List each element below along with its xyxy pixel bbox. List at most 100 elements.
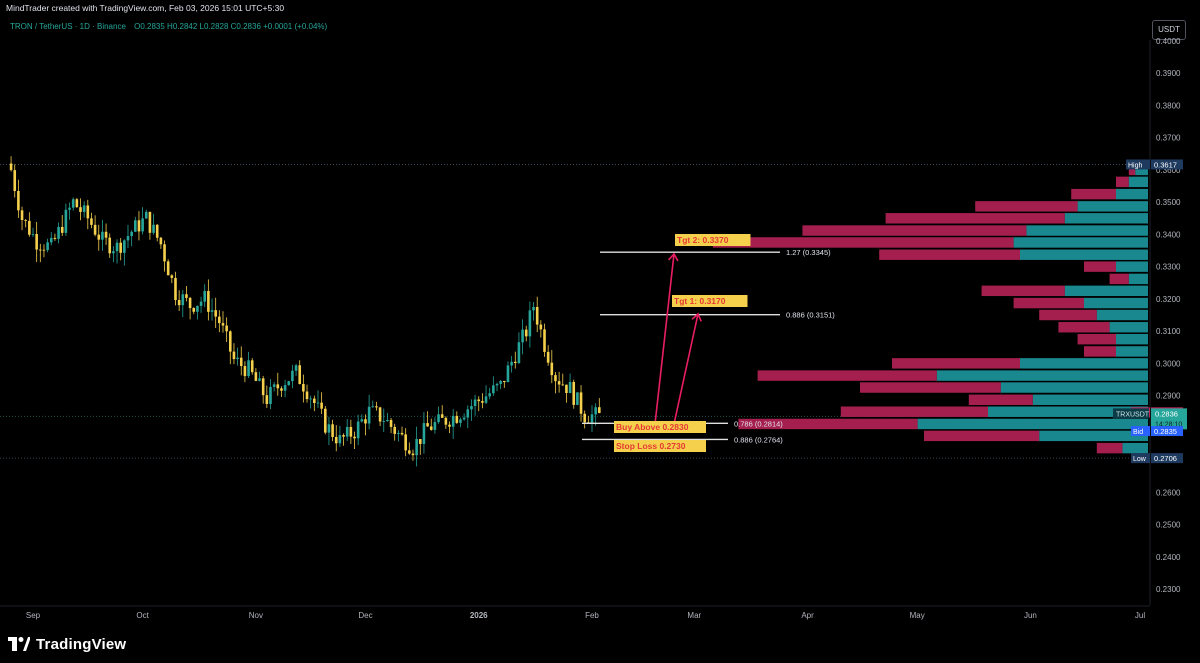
vp-down-bar — [924, 430, 1040, 442]
currency-button[interactable]: USDT — [1152, 20, 1186, 40]
vp-down-bar — [738, 418, 918, 430]
time-axis-tick: 2026 — [470, 611, 488, 620]
target-2-arrow — [654, 253, 675, 425]
top-bar: MindTrader created with TradingView.com,… — [0, 0, 1200, 18]
candle-body — [349, 426, 353, 437]
chart-credit: MindTrader created with TradingView.com,… — [6, 3, 285, 13]
price-mark-tag: High — [1128, 162, 1143, 169]
tradingview-logo[interactable]: TradingView — [8, 634, 126, 654]
candle-body — [254, 372, 258, 381]
candle-body — [90, 218, 93, 225]
tradingview-logo-text: TradingView — [36, 635, 127, 653]
vp-down-bar — [712, 237, 1014, 248]
candle-body — [258, 378, 261, 381]
candle-body — [57, 226, 60, 239]
candle-body — [451, 415, 455, 427]
ohlc-values: O0.2835 H0.2842 L0.2828 C0.2836 +0.0001 … — [134, 22, 328, 31]
candle-body — [513, 361, 517, 364]
price-mark-tag-bg — [1131, 453, 1150, 464]
price-mark-countdown: 14:28:10 — [1155, 421, 1182, 428]
candle-body — [521, 329, 524, 343]
candle-body — [554, 375, 557, 382]
candle-body — [291, 370, 294, 382]
candle-body — [49, 237, 53, 243]
candle-body — [353, 436, 356, 439]
candle-body — [152, 224, 155, 233]
time-axis-tick: Dec — [358, 611, 372, 620]
candle-body — [323, 408, 327, 433]
candle-body — [243, 366, 247, 377]
candle-body — [338, 435, 342, 444]
symbol-legend[interactable]: TRON / TetherUS · 1D · Binance O0.2835 H… — [10, 22, 327, 31]
candle-body — [134, 220, 137, 232]
candle-body — [272, 384, 276, 387]
vp-down-bar — [840, 406, 988, 417]
price-axis-tick: 0.3600 — [1156, 166, 1181, 175]
vp-up-bar — [1032, 394, 1148, 405]
price-mark-value: 0.2835 — [1154, 427, 1177, 436]
candle-body — [79, 207, 82, 212]
candle-body — [477, 399, 481, 402]
vp-down-bar — [802, 225, 1027, 236]
vp-up-bar — [917, 418, 1148, 430]
price-mark-value: 0.2706 — [1154, 454, 1177, 463]
candle-body — [68, 207, 71, 210]
price-mark-value-bg — [1151, 426, 1183, 437]
candle-body — [546, 351, 550, 363]
price-axis-tick: 0.2500 — [1156, 521, 1181, 530]
price-axis-tick: 0.3700 — [1156, 134, 1181, 143]
trade-label-box — [675, 234, 751, 246]
candle-body — [598, 407, 601, 414]
candle-body — [86, 205, 90, 219]
candle-body — [214, 310, 217, 317]
candle-body — [17, 191, 20, 211]
candle-body — [484, 396, 488, 403]
candle-body — [181, 294, 185, 306]
candle-body — [108, 237, 112, 254]
target-2-arrow-head — [668, 252, 679, 262]
candle-body — [389, 419, 393, 427]
candle-body — [305, 391, 309, 400]
price-mark-value-bg — [1151, 408, 1187, 430]
candle-body — [232, 351, 236, 360]
price-axis-tick: 0.2900 — [1156, 392, 1181, 401]
time-axis-tick: Apr — [801, 611, 814, 620]
candle-body — [418, 439, 422, 444]
price-axis-tick: 0.4000 — [1156, 37, 1181, 46]
price-mark-value: 0.2836 — [1155, 409, 1178, 418]
candle-body — [119, 242, 122, 253]
candle-body — [404, 434, 407, 451]
candle-body — [327, 424, 331, 433]
time-axis-tick: Jun — [1024, 611, 1037, 620]
candle-body — [269, 386, 272, 404]
candle-body — [276, 384, 280, 389]
trade-label-box — [614, 440, 706, 452]
candle-body — [236, 357, 239, 360]
candle-body — [444, 417, 448, 425]
vp-down-bar — [1013, 297, 1084, 309]
symbol-name[interactable]: TRON / TetherUS · 1D · Binance — [10, 22, 126, 31]
time-axis-tick: Sep — [26, 611, 41, 620]
candle-body — [535, 306, 539, 325]
candle-body — [473, 399, 477, 407]
price-mark-value: 0.3617 — [1154, 160, 1177, 169]
candle-body — [334, 436, 338, 444]
candle-body — [130, 231, 133, 237]
candle-body — [433, 422, 437, 430]
price-mark-value-bg — [1151, 453, 1183, 464]
candle-body — [371, 406, 375, 408]
candle-body — [488, 393, 491, 397]
candle-body — [367, 406, 371, 424]
vp-up-bar — [1128, 176, 1148, 188]
vp-down-bar — [1084, 346, 1116, 357]
candle-body — [185, 294, 188, 298]
candle-body — [316, 402, 320, 404]
vp-up-bar — [1020, 358, 1148, 369]
candle-body — [557, 381, 561, 385]
vp-down-bar — [757, 370, 937, 381]
candle-body — [148, 211, 152, 233]
candle-body — [53, 237, 57, 239]
candle-body — [24, 220, 27, 221]
candle-body — [82, 205, 86, 212]
